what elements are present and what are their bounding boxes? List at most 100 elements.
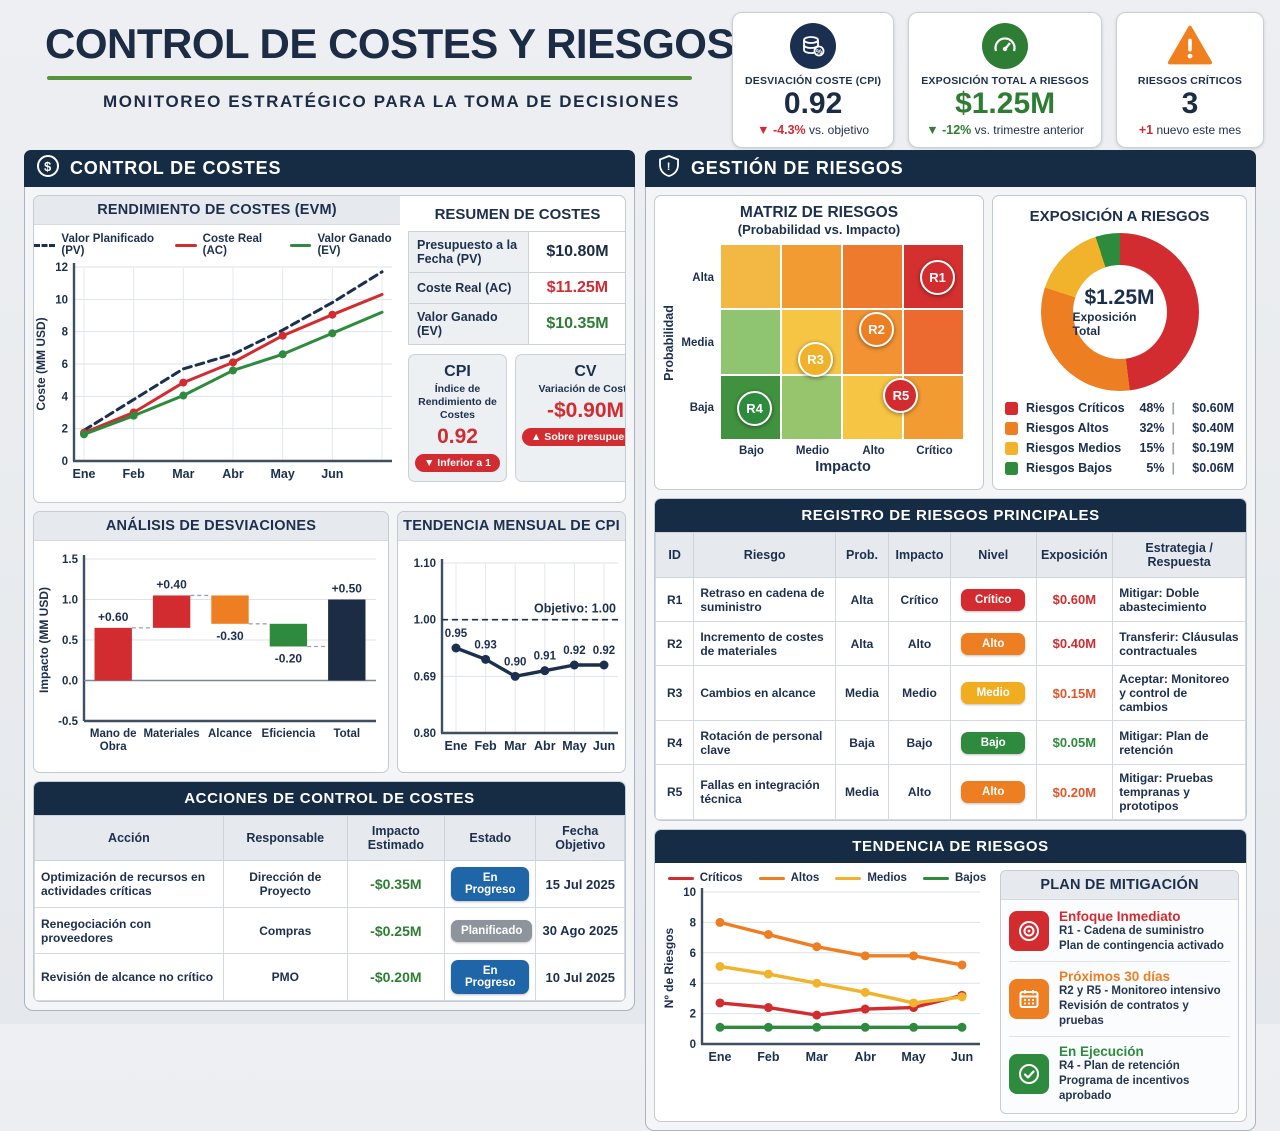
registro-header: Exposición	[1035, 532, 1114, 578]
svg-text:6: 6	[62, 359, 68, 371]
cpi-card-desc: Índice de Rendimiento de Costes	[418, 383, 497, 422]
svg-text:+0.50: +0.50	[332, 582, 363, 596]
desviaciones-panel: ANÁLISIS DE DESVIACIONES -0.5 0.0 0.5 1.0 1.…	[33, 511, 389, 773]
nivel-badge: Bajo	[961, 731, 1026, 754]
evm-legend-item: Valor Planificado (PV)	[34, 233, 159, 257]
estrategia-cell: Mitigar: Plan de retención	[1112, 720, 1246, 765]
svg-text:May: May	[901, 1050, 925, 1064]
exposicion-total-value: $1.25M	[1084, 286, 1155, 309]
svg-text:Eficiencia: Eficiencia	[262, 728, 316, 740]
risk-marker-R3: R3	[798, 341, 834, 377]
svg-text:Mar: Mar	[806, 1050, 828, 1064]
legend-amount: $0.60M	[1192, 401, 1234, 415]
svg-text:Mano de: Mano de	[90, 728, 137, 740]
exposicion-legend-row: Riesgos Medios 15% | $0.19M	[1005, 441, 1234, 455]
legend-separator: |	[1171, 401, 1176, 415]
svg-text:%: %	[816, 49, 823, 56]
svg-text:0.80: 0.80	[414, 728, 436, 740]
matriz-cell	[843, 245, 902, 309]
matriz-row-labels: Alta Media Baja	[677, 245, 721, 441]
kpi-label: RIESGOS CRÍTICOS	[1137, 75, 1243, 87]
fecha-cell: 15 Jul 2025	[535, 860, 625, 908]
svg-text:Nº de Riesgos: Nº de Riesgos	[662, 927, 676, 1008]
plan-panel: PLAN DE MITIGACIÓN Enfoque Inmediato R1 -…	[1000, 870, 1239, 1114]
legend-swatch	[1005, 461, 1018, 475]
svg-text:Jun: Jun	[321, 467, 343, 481]
matriz-row-label: Media	[681, 336, 714, 349]
registro-panel: REGISTRO DE RIESGOS PRINCIPALES ID Riesgo…	[654, 498, 1247, 821]
legend-swatch	[34, 243, 56, 247]
svg-text:-0.30: -0.30	[216, 629, 244, 643]
risk-marker-R5: R5	[883, 377, 919, 413]
legend-separator: |	[1171, 461, 1176, 475]
risk-name-cell: Incremento de costes de materiales	[693, 621, 836, 666]
acciones-header: Estado	[444, 815, 537, 861]
matriz-cell	[721, 310, 780, 374]
legend-pct: 15%	[1139, 441, 1165, 455]
acciones-row: Optimización de recursos en actividades …	[34, 860, 625, 908]
svg-text:1.00: 1.00	[414, 615, 436, 627]
acciones-header: Responsable	[222, 815, 348, 861]
svg-text:0: 0	[690, 1039, 696, 1051]
svg-text:Abr: Abr	[854, 1050, 876, 1064]
plan-item-title: Próximos 30 días	[1059, 968, 1171, 984]
matriz-xlabel: Impacto	[815, 459, 871, 475]
cpi-trend-title: TENDENCIA MENSUAL DE CPI	[398, 512, 625, 541]
svg-text:Ene: Ene	[73, 467, 96, 481]
costes-section-header: $ CONTROL DE COSTES	[24, 150, 635, 187]
impacto-cell: -$0.35M	[346, 860, 446, 908]
nivel-badge: Alto	[961, 781, 1026, 803]
legend-swatch	[175, 243, 197, 247]
exposicion-cell: $0.40M	[1035, 621, 1114, 666]
legend-amount: $0.19M	[1192, 441, 1234, 455]
legend-swatch	[1005, 421, 1018, 435]
exposicion-legend-row: Riesgos Críticos 48% | $0.60M	[1005, 401, 1234, 415]
kpi-value: 0.92	[783, 87, 843, 120]
legend-label: Valor Ganado (EV)	[317, 233, 392, 257]
registro-table: ID Riesgo Prob. Impacto Nivel Exposición Estra…	[655, 532, 1246, 820]
matriz-col-label: Medio	[795, 445, 830, 457]
kpi-label: EXPOSICIÓN TOTAL A RIESGOS	[921, 75, 1089, 87]
legend-label: Coste Real (AC)	[202, 233, 263, 257]
tendencia-chart: 0 2 4 6 8 10 Ene Feb Mar Abr May Jun Nº de Riesgos	[662, 886, 992, 1079]
estrategia-cell: Mitigar: Pruebas tempranas y prototipos	[1112, 764, 1246, 820]
legend-amount: $0.40M	[1192, 421, 1234, 435]
svg-text:May: May	[562, 739, 586, 753]
legend-swatch	[290, 243, 312, 247]
svg-text:-0.5: -0.5	[58, 716, 78, 728]
resumen-title: RESUMEN DE COSTES	[434, 206, 601, 223]
svg-text:2: 2	[690, 1009, 696, 1021]
kpi-card-1: EXPOSICIÓN TOTAL A RIESGOS $1.25M ▼ -12% v…	[908, 12, 1102, 148]
estrategia-cell: Transferir: Cláusulas contractuales	[1112, 621, 1246, 666]
legend-separator: |	[1171, 441, 1176, 455]
prob-cell: Media	[834, 665, 890, 721]
shield-icon: !	[657, 154, 681, 183]
legend-separator: |	[1171, 421, 1176, 435]
tendencia-legend: Críticos Altos Medios Bajos	[662, 870, 992, 886]
legend-swatch	[1005, 441, 1018, 455]
plan-item: Enfoque Inmediato R1 - Cadena de suminist…	[1009, 902, 1230, 961]
impacto-cell: Medio	[888, 665, 951, 721]
matriz-title: MATRIZ DE RIESGOS	[739, 204, 899, 221]
tendencia-legend-item: Bajos	[922, 872, 986, 884]
legend-pct: 32%	[1139, 421, 1165, 435]
svg-text:6: 6	[690, 948, 696, 960]
cpi-trend-panel: TENDENCIA MENSUAL DE CPI 1.10 1.00 0.69 0.8…	[397, 511, 626, 773]
svg-text:Coste (MM USD): Coste (MM USD)	[34, 317, 48, 410]
kpi-card-0: % DESVIACIÓN COSTE (CPI) 0.92 ▼ -4.3% vs. o…	[731, 12, 895, 148]
kpi-label: DESVIACIÓN COSTE (CPI)	[744, 75, 882, 87]
svg-text:8: 8	[62, 327, 69, 339]
cpi-card-value: 0.92	[437, 425, 478, 449]
svg-text:10: 10	[55, 294, 68, 306]
svg-text:Abr: Abr	[222, 467, 244, 481]
registro-header: Estrategia / Respuesta	[1112, 532, 1246, 578]
resumen-label: Presupuesto a la Fecha (PV)	[408, 231, 529, 273]
nivel-badge: Alto	[961, 632, 1026, 655]
exposicion-cell: $0.60M	[1035, 577, 1114, 622]
legend-label: Valor Planificado (PV)	[61, 233, 155, 257]
prob-cell: Alta	[834, 577, 890, 622]
cv-card-badge: ▲ Sobre presupuesto	[522, 428, 625, 447]
tendencia-legend-item: Medios	[835, 872, 907, 884]
target-icon	[1009, 911, 1049, 952]
estrategia-cell: Aceptar: Monitoreo y control de cambios	[1112, 665, 1246, 721]
